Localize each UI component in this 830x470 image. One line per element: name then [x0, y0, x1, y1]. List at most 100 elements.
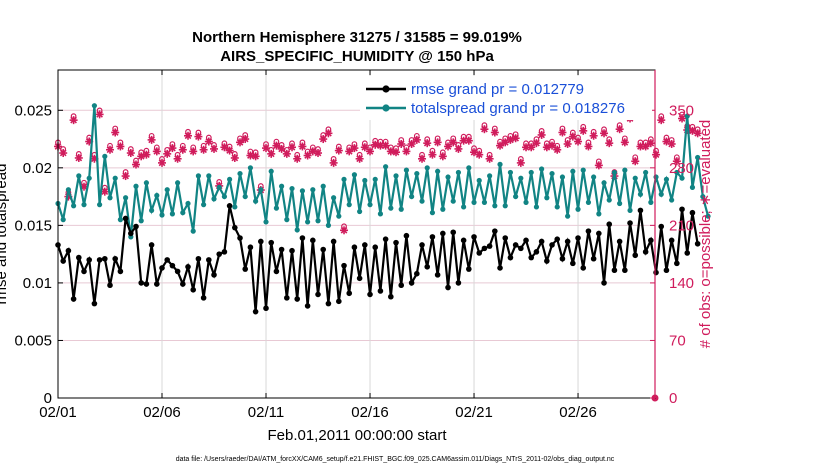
- obs-evaluated-stroke: [247, 152, 254, 159]
- series-totalspread-point: [284, 217, 290, 223]
- series-rmse-point: [76, 254, 82, 261]
- chart-title: Northern Hemisphere 31275 / 31585 = 99.0…: [192, 29, 522, 46]
- series-totalspread-point: [232, 204, 238, 210]
- y-tick-label-right: 280: [669, 160, 694, 177]
- series-totalspread-point: [653, 174, 659, 180]
- series-totalspread-point: [580, 167, 586, 173]
- obs-evaluated-point: [620, 138, 629, 147]
- series-totalspread-point: [367, 202, 373, 208]
- series-totalspread-point: [81, 202, 87, 208]
- legend-box: [360, 76, 652, 120]
- obs-evaluated-stroke: [449, 138, 457, 146]
- series-totalspread-point: [403, 167, 410, 173]
- obs-evaluated-point: [641, 142, 650, 151]
- series-totalspread-point: [565, 213, 571, 219]
- obs-evaluated-point: [537, 130, 546, 139]
- series-totalspread-point: [289, 185, 295, 192]
- series-rmse-point: [460, 237, 467, 244]
- obs-evaluated-stroke: [262, 144, 270, 152]
- series-rmse-point: [481, 245, 488, 252]
- obs-evaluated-point: [532, 139, 541, 148]
- series-rmse-point: [112, 255, 119, 262]
- obs-evaluated-point: [376, 141, 385, 150]
- obs-evaluated-stroke: [179, 146, 187, 154]
- obs-evaluated-point: [293, 154, 302, 163]
- obs-evaluated-stroke: [221, 143, 228, 151]
- obs-evaluated-stroke: [418, 155, 426, 163]
- series-totalspread-point: [206, 173, 212, 179]
- series-rmse-point: [455, 280, 462, 286]
- series-rmse-point: [429, 234, 436, 240]
- series-rmse-point: [284, 295, 290, 301]
- series-totalspread-point: [419, 198, 425, 204]
- series-rmse-point: [627, 220, 633, 226]
- series-totalspread-point: [435, 168, 441, 174]
- series-rmse-point: [341, 262, 347, 269]
- series-totalspread-point: [471, 199, 477, 205]
- series-rmse-point: [471, 234, 477, 240]
- obs-evaluated-point: [678, 114, 687, 123]
- series-rmse-point: [538, 238, 545, 245]
- series-totalspread-point: [227, 176, 233, 182]
- obs-evaluated-stroke: [299, 143, 306, 150]
- obs-evaluated-point: [449, 138, 458, 147]
- obs-evaluated-point: [184, 131, 193, 140]
- series-rmse-point: [679, 206, 685, 213]
- series-totalspread-point: [346, 202, 352, 208]
- obs-evaluated-point: [106, 145, 115, 154]
- y-tick-label-right: 70: [669, 332, 686, 349]
- series-totalspread-point: [554, 204, 560, 210]
- series-rmse-point: [200, 295, 207, 301]
- obs-evaluated-stroke: [574, 138, 582, 145]
- series-rmse-point: [252, 308, 259, 315]
- footnote-data-file: data file: /Users/raeder/DAI/ATM_forcXX/…: [176, 456, 615, 463]
- series-totalspread-point: [455, 169, 462, 176]
- obs-evaluated-stroke: [174, 155, 181, 163]
- series-totalspread-point: [185, 200, 191, 207]
- series-rmse-point: [694, 240, 701, 247]
- series-totalspread-point: [305, 219, 311, 225]
- series-totalspread-point: [632, 175, 638, 181]
- obs-evaluated-point: [194, 132, 203, 141]
- series-totalspread-point: [466, 165, 472, 171]
- series-totalspread-point: [279, 183, 285, 189]
- series-totalspread-point: [294, 227, 300, 233]
- obs-evaluated-point: [464, 136, 473, 145]
- obs-evaluated-point: [163, 149, 172, 158]
- series-totalspread-point: [591, 174, 597, 180]
- obs-evaluated-point: [485, 154, 494, 163]
- series-rmse-point: [346, 290, 353, 297]
- series-rmse-point: [382, 236, 389, 242]
- obs-evaluated-stroke: [678, 115, 686, 122]
- obs-evaluated-stroke: [189, 148, 197, 155]
- series-totalspread-point: [268, 168, 274, 174]
- series-totalspread-point: [60, 217, 66, 223]
- series-rmse-point: [393, 239, 399, 246]
- obs-evaluated-point: [579, 126, 588, 135]
- obs-evaluated-stroke: [273, 142, 280, 149]
- obs-evaluated-point: [246, 151, 255, 160]
- series-rmse-point: [211, 272, 217, 278]
- obs-evaluated-point: [241, 135, 250, 144]
- obs-evaluated-stroke: [668, 140, 676, 148]
- series-rmse-point: [533, 249, 540, 255]
- series-totalspread-point: [201, 202, 207, 208]
- obs-evaluated-stroke: [657, 116, 665, 124]
- obs-evaluated-point: [95, 110, 104, 119]
- series-totalspread-point: [663, 176, 670, 182]
- legend-spread-label: totalspread grand pr = 0.018276: [411, 100, 625, 117]
- obs-evaluated-point: [600, 129, 609, 138]
- series-rmse-point: [445, 284, 451, 291]
- obs-evaluated-point: [324, 129, 333, 138]
- obs-evaluated-point: [173, 154, 182, 163]
- obs-evaluated-point: [496, 141, 505, 150]
- series-rmse-point: [466, 266, 472, 272]
- obs-evaluated-stroke: [127, 149, 135, 157]
- series-rmse-point: [174, 268, 181, 275]
- obs-evaluated-point: [558, 128, 567, 137]
- series-rmse-point: [294, 296, 301, 302]
- obs-evaluated-point: [418, 154, 427, 163]
- obs-evaluated-stroke: [283, 150, 291, 158]
- series-rmse-point: [148, 242, 155, 248]
- obs-evaluated-point: [204, 137, 213, 146]
